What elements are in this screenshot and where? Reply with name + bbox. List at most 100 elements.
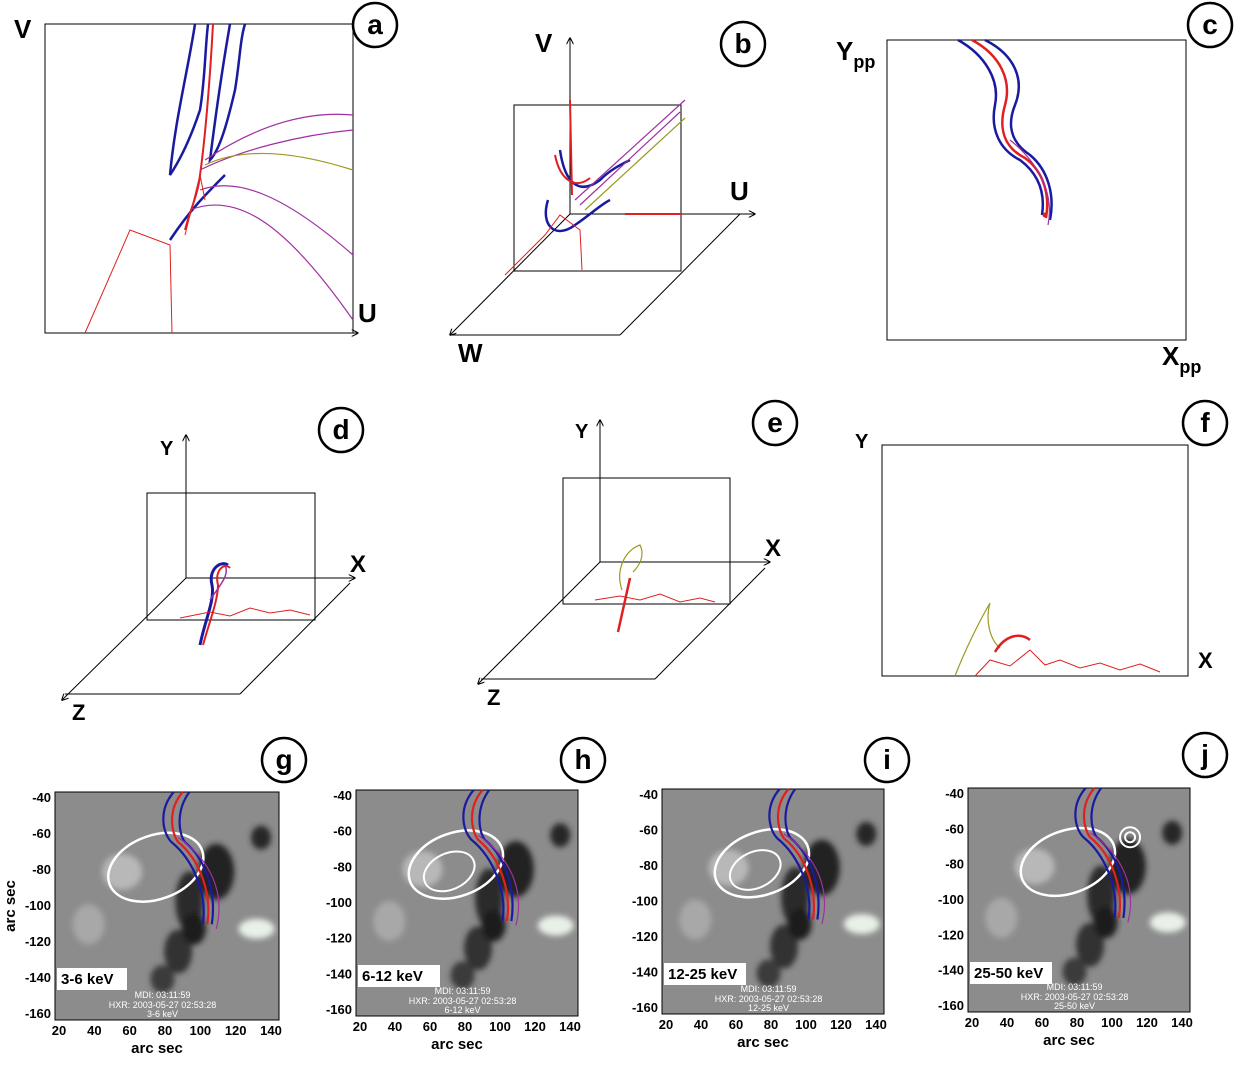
y-tick-label: -140 <box>632 965 658 980</box>
hxr-band: 3-6 keV <box>147 1009 178 1019</box>
y-tick-label: -80 <box>333 859 352 874</box>
svg-text:f: f <box>1200 407 1210 438</box>
x-tick-label: 120 <box>1136 1015 1158 1030</box>
x-tick-label: 100 <box>189 1023 211 1038</box>
y-tick-label: -100 <box>632 894 658 909</box>
x-tick-label: 80 <box>158 1023 172 1038</box>
y-tick-label: -100 <box>326 895 352 910</box>
panel-label-g: g <box>260 736 308 784</box>
x-tick-label: 40 <box>87 1023 101 1038</box>
y-tick-label: -160 <box>25 1006 51 1021</box>
hxr-time: HXR: 2003-05-27 02:53:28 <box>1021 992 1129 1002</box>
axis-label-u: U <box>358 298 377 328</box>
svg-text:b: b <box>734 28 751 59</box>
hxr-band: 25-50 keV <box>1054 1001 1095 1011</box>
x-tick-label: 80 <box>764 1017 778 1032</box>
y-tick-label: -60 <box>333 824 352 839</box>
y-tick-label: -100 <box>938 892 964 907</box>
energy-band-label: 3-6 keV <box>61 971 114 988</box>
y-tick-label: -120 <box>326 931 352 946</box>
energy-band-box <box>57 968 127 990</box>
panel-c: Ypp Xpp c <box>836 1 1234 377</box>
x-tick-label: 20 <box>965 1015 979 1030</box>
hxr-contour <box>1119 826 1142 849</box>
y-tick-label: -60 <box>945 821 964 836</box>
panel-j: 20 40 60 80 100 120 140 -40 -60 -80 -100 -120 -140 -1… <box>938 731 1229 1049</box>
field-lines <box>1074 787 1132 923</box>
y-tick-label: -40 <box>945 786 964 801</box>
field-lines <box>162 791 220 929</box>
x-tick-label: 40 <box>1000 1015 1014 1030</box>
panel-label-j: j <box>1181 731 1229 779</box>
energy-band-label: 25-50 keV <box>974 965 1043 982</box>
panel-label-d: d <box>317 406 365 454</box>
map-panels: 20 40 60 80 100 120 140 -40 -60 -80 -100 -120 -140 -1… <box>2 731 1229 1057</box>
hxr-time: HXR: 2003-05-27 02:53:28 <box>715 994 823 1004</box>
axis-label-z: Z <box>487 685 500 710</box>
hxr-contour <box>1019 826 1117 898</box>
y-tick-label: -80 <box>945 857 964 872</box>
axis-label-u: U <box>730 176 749 206</box>
svg-text:d: d <box>332 414 349 445</box>
hxr-contour <box>106 831 205 903</box>
hxr-time: HXR: 2003-05-27 02:53:28 <box>109 1000 217 1010</box>
x-tick-label: 60 <box>122 1023 136 1038</box>
y-tick-label: -120 <box>938 927 964 942</box>
axis-label-x: X <box>350 551 366 578</box>
x-tick-label: 120 <box>830 1017 852 1032</box>
y-tick-label: -120 <box>632 929 658 944</box>
panel-b: V U W b <box>450 20 767 368</box>
energy-band-box <box>970 962 1052 984</box>
hxr-contour <box>407 829 505 900</box>
field-lines <box>768 788 826 925</box>
hxr-contour-inner <box>1124 831 1137 844</box>
hxr-band: 6-12 keV <box>445 1005 481 1015</box>
field-lines <box>462 789 520 926</box>
x-tick-label: 60 <box>1035 1015 1049 1030</box>
svg-text:j: j <box>1200 739 1209 770</box>
axis-label-y: Y <box>160 438 174 460</box>
energy-band-label: 12-25 keV <box>668 966 737 983</box>
x-tick-label: 40 <box>388 1019 402 1034</box>
panel-label-b: b <box>719 20 767 68</box>
x-tick-label: 120 <box>524 1019 546 1034</box>
x-tick-label: 80 <box>1070 1015 1084 1030</box>
mdi-time: MDI: 03:11:59 <box>435 986 491 996</box>
axis-label-z: Z <box>72 700 85 725</box>
axis-label-x: Xpp <box>1162 341 1201 377</box>
panel-label-h: h <box>559 736 607 784</box>
y-tick-label: -80 <box>32 862 51 877</box>
hxr-time: HXR: 2003-05-27 02:53:28 <box>409 996 517 1006</box>
mdi-time: MDI: 03:11:59 <box>741 984 797 994</box>
mdi-time: MDI: 03:11:59 <box>135 990 191 1000</box>
panel-i: 20 40 60 80 100 120 140 -40 -60 -80 -100 -120 -140 -1… <box>632 736 911 1051</box>
y-tick-label: -140 <box>25 970 51 985</box>
x-tick-label: 60 <box>423 1019 437 1034</box>
y-tick-label: -120 <box>25 934 51 949</box>
x-tick-label: 20 <box>659 1017 673 1032</box>
hxr-contour-inner <box>422 850 476 893</box>
x-tick-label: 100 <box>795 1017 817 1032</box>
axis-label-y: Y <box>575 421 589 443</box>
energy-band-box <box>664 963 746 985</box>
y-tick-label: -60 <box>639 823 658 838</box>
panel-d: Y X Z d <box>62 406 366 725</box>
x-axis-label: arc sec <box>1043 1032 1095 1049</box>
x-tick-label: 140 <box>865 1017 887 1032</box>
panel-e: Y X Z e <box>478 399 799 710</box>
x-axis-label: arc sec <box>131 1040 183 1057</box>
energy-band-box <box>358 965 440 987</box>
x-tick-label: 60 <box>729 1017 743 1032</box>
x-tick-label: 20 <box>353 1019 367 1034</box>
x-tick-label: 120 <box>225 1023 247 1038</box>
x-tick-label: 140 <box>1171 1015 1193 1030</box>
panel-g: 20 40 60 80 100 120 140 -40 -60 -80 -100 -120 -140 -1… <box>2 736 308 1057</box>
axis-label-v: V <box>535 28 553 58</box>
svg-text:c: c <box>1202 9 1218 40</box>
panel-label-e: e <box>751 399 799 447</box>
y-tick-label: -140 <box>938 963 964 978</box>
panel-h: 20 40 60 80 100 120 140 -40 -60 -80 -100 -120 -140 -1… <box>326 736 607 1053</box>
panel-label-i: i <box>863 736 911 784</box>
axis-label-y: Y <box>855 431 869 453</box>
